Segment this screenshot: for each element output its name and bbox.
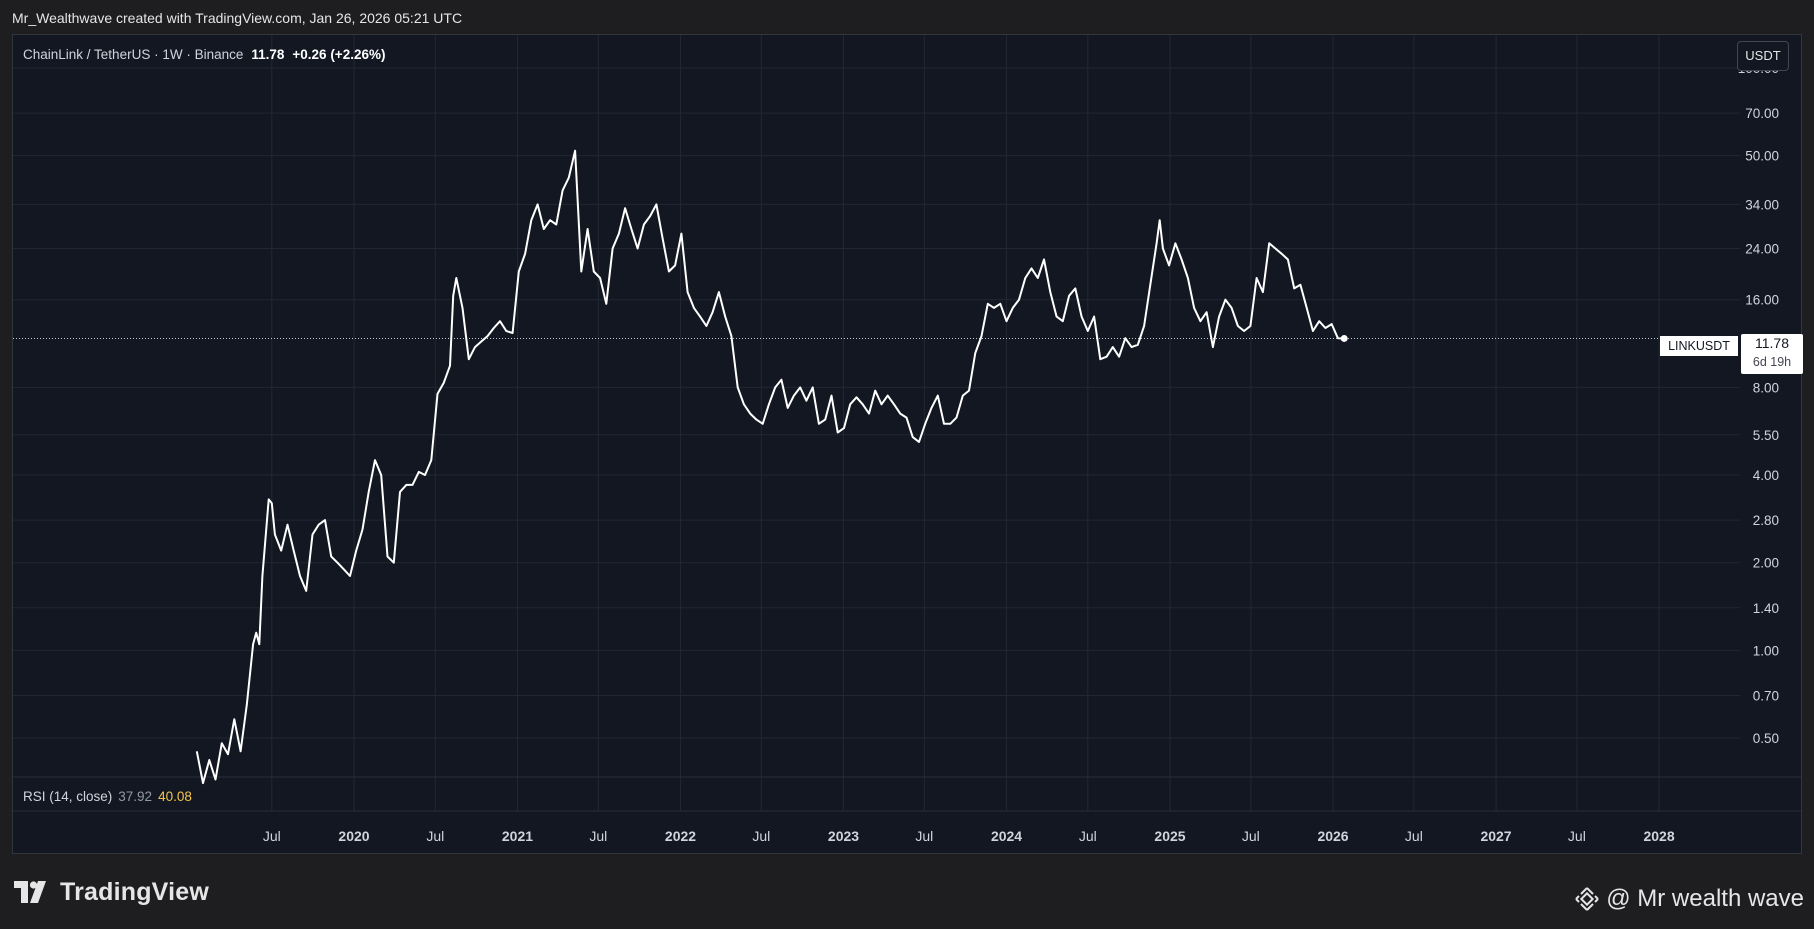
x-tick-label: Jul (752, 828, 770, 844)
y-tick-label: 70.00 (1745, 106, 1779, 121)
y-tick-label: 50.00 (1745, 149, 1779, 164)
rsi-value: 37.92 (118, 789, 153, 804)
x-tick-label: Jul (426, 828, 444, 844)
last-point-marker (1340, 334, 1348, 342)
y-tick-label: 2.80 (1753, 513, 1779, 528)
last-price: 11.78 (251, 47, 285, 62)
x-tick-label: Jul (915, 828, 933, 844)
y-tick-label: 8.00 (1753, 380, 1779, 395)
x-tick-label: 2026 (1317, 828, 1348, 844)
x-tick-label: 2023 (828, 828, 859, 844)
author-watermark: @ Mr wealth wave (1574, 885, 1804, 913)
y-tick-label: 2.00 (1753, 556, 1779, 571)
rsi-ma-value: 40.08 (158, 789, 192, 804)
x-tick-label: Jul (263, 828, 281, 844)
y-tick-label: 34.00 (1745, 197, 1779, 212)
y-tick-label: 0.50 (1753, 731, 1779, 746)
x-tick-label: 2024 (991, 828, 1022, 844)
x-tick-label: Jul (589, 828, 607, 844)
x-tick-label: 2022 (665, 828, 696, 844)
x-tick-label: 2027 (1480, 828, 1511, 844)
tradingview-wordmark: TradingView (60, 877, 210, 906)
y-tick-label: 4.00 (1753, 468, 1779, 483)
price-change: +0.26 (+2.26%) (292, 47, 386, 62)
x-tick-label: Jul (1079, 828, 1097, 844)
rsi-label[interactable]: RSI (14, close) (23, 789, 113, 804)
y-tick-label: 16.00 (1745, 293, 1779, 308)
price-chart[interactable]: 100.0070.0050.0034.0024.0016.008.005.504… (13, 35, 1801, 853)
chart-frame[interactable]: 100.0070.0050.0034.0024.0016.008.005.504… (12, 34, 1803, 854)
footer: TradingView @ Mr wealth wave (0, 854, 1814, 929)
x-tick-label: Jul (1242, 828, 1260, 844)
y-tick-label: 1.00 (1753, 643, 1779, 658)
y-tick-label: 1.40 (1753, 601, 1779, 616)
x-tick-label: 2025 (1154, 828, 1185, 844)
y-tick-label: 0.70 (1753, 688, 1779, 703)
top-bar: Mr_Wealthwave created with TradingView.c… (0, 0, 1814, 34)
attribution-text: Mr_Wealthwave created with TradingView.c… (12, 10, 463, 26)
current-price-label: 11.78 (1755, 335, 1789, 351)
author-handle: @ Mr wealth wave (1606, 885, 1804, 912)
ticker-label: LINKUSDT (1660, 336, 1738, 356)
tradingview-logo-icon (14, 881, 46, 903)
x-tick-label: 2020 (338, 828, 369, 844)
price-series-line (195, 149, 1345, 785)
rsi-legend[interactable]: RSI (14, close) 37.92 40.08 (23, 789, 192, 804)
currency-button[interactable]: USDT (1737, 41, 1789, 71)
x-tick-label: Jul (1405, 828, 1423, 844)
symbol-name[interactable]: ChainLink / TetherUS · 1W · Binance (23, 47, 244, 62)
tradingview-logo[interactable]: TradingView (14, 878, 209, 906)
y-tick-label: 5.50 (1753, 428, 1779, 443)
price-countdown-box: 11.78 6d 19h (1741, 334, 1803, 374)
x-tick-label: Jul (1568, 828, 1586, 844)
x-tick-label: 2028 (1643, 828, 1674, 844)
x-tick-label: 2021 (502, 828, 533, 844)
binance-icon (1575, 887, 1599, 911)
bar-countdown: 6d 19h (1752, 355, 1792, 369)
symbol-legend[interactable]: ChainLink / TetherUS · 1W · Binance 11.78… (23, 47, 385, 62)
price-scale-label: LINKUSDT 11.78 6d 19h (1660, 334, 1803, 374)
y-tick-label: 24.00 (1745, 241, 1779, 256)
